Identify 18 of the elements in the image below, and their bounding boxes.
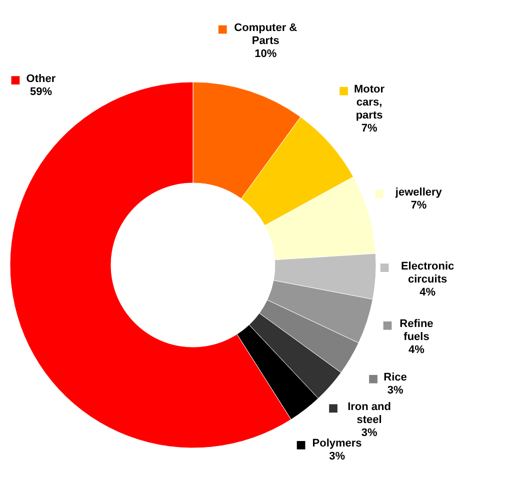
legend-label: Motor cars, parts — [354, 84, 386, 122]
data-label: 3% — [361, 426, 378, 439]
legend-label: Iron and steel — [348, 400, 391, 426]
data-label: 10% — [254, 48, 277, 60]
legend-label: Rice — [384, 372, 407, 384]
data-label: 4% — [420, 286, 436, 298]
data-label: 7% — [361, 122, 378, 135]
legend-label: jewellery — [394, 186, 443, 198]
legend-label: Computer & Parts — [234, 22, 298, 47]
legend-label: Polymers — [312, 438, 362, 450]
legend-label: Electronic circuits — [400, 260, 454, 286]
data-label: 59% — [30, 86, 52, 98]
legend-label: Other — [26, 72, 56, 85]
data-label: 4% — [408, 344, 425, 356]
legend-label: Refine fuels — [400, 318, 434, 344]
data-label: 3% — [329, 450, 346, 463]
data-label: 7% — [410, 199, 427, 212]
data-label: 3% — [387, 384, 404, 397]
